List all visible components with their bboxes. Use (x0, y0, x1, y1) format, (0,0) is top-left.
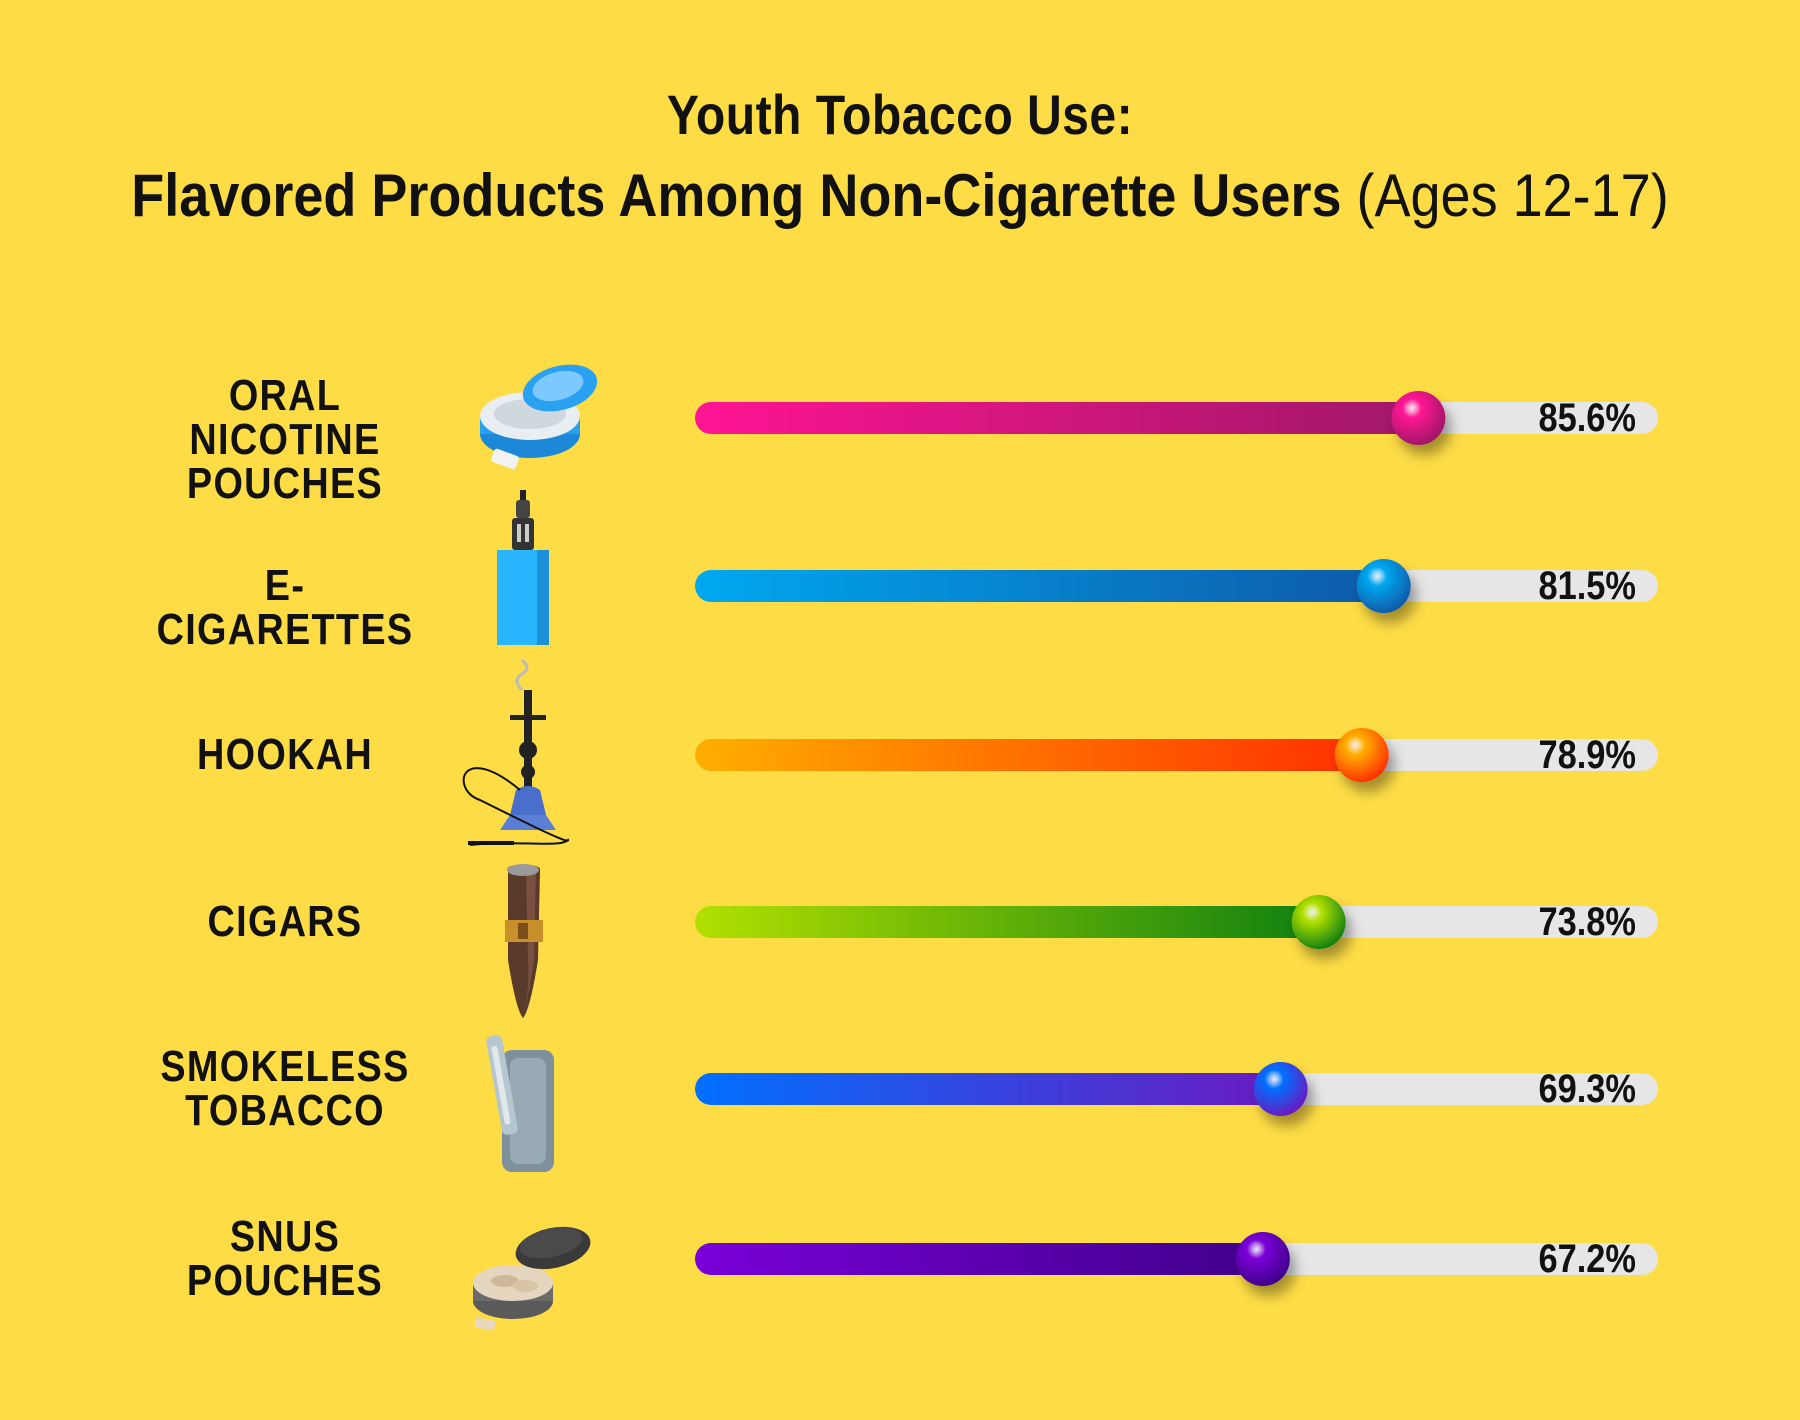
bar-2 (695, 739, 1362, 771)
bar-1 (695, 570, 1384, 602)
category-label-1: E-CIGARETTES (156, 561, 414, 654)
bar-end-marker-4 (1253, 1062, 1308, 1116)
bar-5 (695, 1243, 1263, 1275)
bar-end-marker-3 (1291, 895, 1346, 949)
category-label-0: ORAL NICOTINE POUCHES (186, 371, 384, 508)
bar-end-marker-5 (1235, 1232, 1290, 1286)
bars-layer (695, 391, 1658, 1286)
oral-nicotine-pouch-tin-icon (480, 364, 598, 470)
chart-title: Youth Tobacco Use: (666, 83, 1134, 146)
heated-tobacco-device-icon (486, 1035, 554, 1172)
category-label-5: SNUS POUCHES (186, 1212, 384, 1305)
value-label-0: 85.6% (1538, 396, 1636, 440)
snus-tin-icon (473, 1226, 591, 1331)
bar-end-marker-0 (1391, 391, 1446, 445)
cigar-icon (505, 864, 543, 1018)
e-cigarette-vape-icon (497, 490, 549, 645)
bar-end-marker-2 (1334, 728, 1389, 782)
value-label-1: 81.5% (1538, 564, 1636, 608)
chart-title-block: Youth Tobacco Use: Flavored Products Amo… (0, 80, 1800, 242)
category-label-3: CIGARS (207, 897, 363, 946)
icons-layer (462, 364, 598, 1331)
bar-0 (695, 402, 1419, 434)
value-label-2: 78.9% (1538, 733, 1636, 777)
bar-3 (695, 906, 1319, 938)
chart-subtitle-main: Flavored Products Among Non-Cigarette Us… (131, 162, 1342, 229)
bar-4 (695, 1073, 1281, 1105)
chart-subtitle-suffix: (Ages 12-17) (1356, 162, 1669, 229)
category-label-2: HOOKAH (197, 730, 373, 779)
chart-subtitle: Flavored Products Among Non-Cigarette Us… (90, 150, 1710, 242)
value-label-3: 73.8% (1538, 900, 1636, 944)
hookah-icon (462, 658, 570, 846)
bar-end-marker-1 (1356, 559, 1411, 613)
value-label-5: 67.2% (1538, 1237, 1636, 1281)
category-label-4: SMOKELESS TOBACCO (160, 1042, 410, 1135)
value-label-4: 69.3% (1538, 1067, 1636, 1111)
